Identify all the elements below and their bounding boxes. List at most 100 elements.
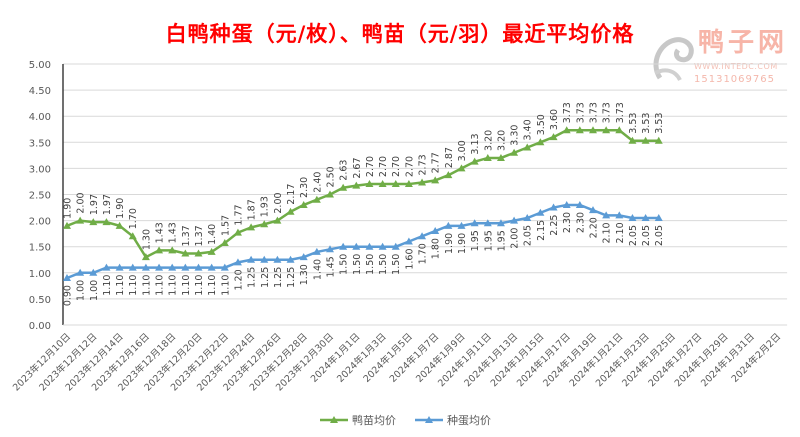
watermark-name: 鸭子网 [698, 28, 789, 58]
data-label: 2.70 [391, 156, 402, 177]
data-point-marker [496, 153, 505, 161]
data-label: 2.30 [562, 212, 573, 233]
data-point-marker [89, 218, 98, 226]
legend-marker [425, 416, 433, 423]
data-point-marker [128, 263, 137, 271]
data-point-marker [260, 220, 269, 228]
data-label: 2.25 [549, 215, 560, 236]
data-label: 2.70 [404, 156, 415, 177]
data-point-marker [247, 223, 256, 231]
data-point-marker [575, 200, 584, 208]
data-point-marker [207, 247, 216, 255]
data-label: 1.37 [181, 225, 192, 246]
data-label: 2.63 [339, 160, 350, 181]
data-label: 2.15 [536, 220, 547, 241]
data-point-marker [168, 263, 177, 271]
data-point-marker [470, 157, 479, 165]
data-label: 1.10 [141, 275, 152, 296]
data-point-marker [510, 216, 519, 224]
data-point-marker [247, 255, 256, 263]
data-label: 2.05 [654, 225, 665, 246]
data-label: 1.45 [326, 256, 337, 277]
data-label: 1.50 [339, 254, 350, 275]
data-label: 1.25 [260, 267, 271, 288]
data-label: 1.90 [63, 198, 74, 219]
data-point-marker [483, 219, 492, 227]
data-label: 1.90 [457, 233, 468, 254]
data-point-marker [207, 263, 216, 271]
data-label: 1.43 [155, 222, 166, 243]
data-label: 2.17 [286, 184, 297, 205]
data-point-marker [404, 237, 413, 245]
data-point-marker [365, 242, 374, 250]
data-label: 2.30 [575, 212, 586, 233]
data-label: 3.30 [510, 125, 521, 146]
watermark-logo: 鸭子网 WWW.INTEDC.COM 15131069765 [650, 28, 800, 88]
data-label: 2.20 [589, 217, 600, 238]
y-tick-label: 2.50 [29, 191, 51, 202]
data-point-marker [141, 263, 150, 271]
y-tick-label: 0.00 [29, 321, 51, 332]
data-point-marker [628, 136, 637, 144]
data-point-marker [510, 148, 519, 156]
data-label: 1.10 [194, 275, 205, 296]
data-point-marker [115, 221, 124, 229]
data-point-marker [141, 253, 150, 261]
data-point-marker [562, 126, 571, 134]
data-point-marker [523, 143, 532, 151]
y-tick-label: 3.50 [29, 138, 51, 149]
series-line-1 [66, 203, 659, 280]
data-point-marker [391, 242, 400, 250]
data-label: 1.90 [444, 233, 455, 254]
data-label: 1.43 [168, 222, 179, 243]
data-point-marker [418, 232, 427, 240]
data-point-marker [444, 171, 453, 179]
data-point-marker [602, 126, 611, 134]
data-label: 1.57 [220, 215, 231, 236]
data-label: 2.67 [352, 157, 363, 178]
y-tick-label: 1.00 [29, 269, 51, 280]
data-point-marker [273, 255, 282, 263]
data-label: 3.50 [536, 114, 547, 135]
data-label: 2.00 [76, 192, 87, 213]
y-tick-label: 4.50 [29, 86, 51, 97]
data-point-marker [128, 232, 137, 240]
y-tick-label: 0.50 [29, 295, 51, 306]
data-point-marker [352, 181, 361, 189]
data-point-marker [654, 136, 663, 144]
data-point-marker [115, 263, 124, 271]
data-label: 2.10 [602, 222, 613, 243]
data-point-marker [628, 213, 637, 221]
data-label: 3.73 [575, 102, 586, 123]
data-label: 3.53 [628, 113, 639, 134]
data-point-marker [76, 268, 85, 276]
data-label: 3.53 [641, 113, 652, 134]
data-point-marker [233, 258, 242, 266]
data-point-marker [339, 183, 348, 191]
data-label: 1.10 [115, 275, 126, 296]
data-label: 1.93 [260, 196, 271, 217]
data-label: 3.00 [457, 140, 468, 161]
data-point-marker [339, 242, 348, 250]
data-point-marker [102, 218, 111, 226]
data-label: 2.77 [431, 152, 442, 173]
data-label: 3.73 [602, 102, 613, 123]
data-point-marker [589, 206, 597, 214]
data-point-marker [155, 263, 164, 271]
data-point-marker [194, 263, 203, 271]
data-point-marker [615, 126, 624, 134]
data-label: 3.73 [589, 102, 600, 123]
data-point-marker [523, 213, 532, 221]
data-point-marker [299, 253, 308, 261]
data-label: 1.70 [418, 243, 429, 264]
data-label: 1.10 [181, 275, 192, 296]
data-point-marker [483, 153, 492, 161]
data-point-marker [365, 180, 374, 188]
data-label: 2.05 [523, 225, 534, 246]
data-label: 1.95 [483, 230, 494, 251]
data-point-marker [457, 164, 466, 172]
data-label: 1.90 [115, 198, 126, 219]
y-tick-label: 4.00 [29, 112, 51, 123]
data-label: 2.00 [273, 192, 284, 213]
data-point-marker [286, 207, 295, 215]
